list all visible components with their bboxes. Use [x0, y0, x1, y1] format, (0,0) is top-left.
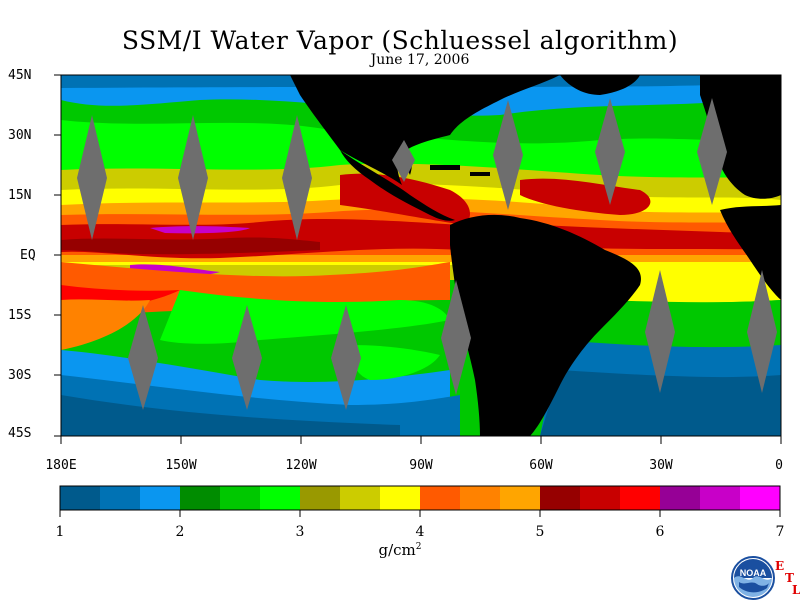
colorbar-swatch: [620, 486, 661, 510]
colorbar-swatch: [420, 486, 461, 510]
colorbar-swatch: [540, 486, 581, 510]
colorbar-label-2: 2: [175, 524, 185, 540]
map-title: SSM/I Water Vapor (Schluessel algorithm): [121, 26, 679, 55]
colorbar-swatch: [660, 486, 701, 510]
etl-letter-l: L: [792, 583, 800, 597]
colorbar-swatch: [260, 486, 301, 510]
swath-gaps: [77, 98, 777, 410]
colorbar-swatch: [300, 486, 341, 510]
etl-letter-e: E: [775, 559, 785, 573]
colorbar-swatch: [220, 486, 261, 510]
units-superscript: 2: [415, 542, 422, 552]
colorbar: [60, 486, 781, 510]
map-ticks: [54, 74, 782, 444]
lat-label-45n: 45N: [8, 68, 32, 83]
colorbar-label-3: 3: [295, 524, 305, 540]
lon-label-90w: 90W: [409, 458, 433, 473]
noaa-logo-icon: NOAA: [731, 556, 775, 600]
colorbar-swatch: [60, 486, 101, 510]
colorbar-label-4: 4: [415, 524, 425, 540]
map-date: June 17, 2006: [370, 52, 470, 68]
lat-label-30n: 30N: [8, 128, 32, 143]
colorbar-units: g/cm2: [378, 541, 421, 559]
noaa-logo-text: NOAA: [740, 568, 767, 578]
etl-letter-t: T: [785, 571, 794, 585]
lon-label-180e: 180E: [45, 458, 77, 473]
lat-label-30s: 30S: [8, 368, 32, 383]
colorbar-swatch: [380, 486, 421, 510]
colorbar-swatch: [140, 486, 181, 510]
colorbar-swatch: [100, 486, 141, 510]
colorbar-swatch: [740, 486, 781, 510]
colorbar-swatch: [580, 486, 621, 510]
colorbar-swatch: [340, 486, 381, 510]
lon-label-60w: 60W: [529, 458, 553, 473]
colorbar-label-7: 7: [775, 524, 785, 540]
lat-label-15n: 15N: [8, 188, 32, 203]
lon-label-30w: 30W: [649, 458, 673, 473]
map-field: [61, 75, 781, 436]
lat-label-15s: 15S: [8, 308, 32, 323]
colorbar-swatch: [460, 486, 501, 510]
colorbar-ticks: [59, 510, 781, 517]
units-text: g/cm: [378, 541, 416, 559]
lon-label-120w: 120W: [285, 458, 317, 473]
colorbar-swatch: [700, 486, 741, 510]
lat-label-eq: EQ: [20, 248, 36, 263]
lat-label-45s: 45S: [8, 426, 32, 441]
lon-label-150w: 150W: [165, 458, 197, 473]
colorbar-label-5: 5: [535, 524, 545, 540]
colorbar-label-6: 6: [655, 524, 665, 540]
colorbar-swatch: [500, 486, 541, 510]
colorbar-swatch: [180, 486, 221, 510]
lon-label-0: 0: [775, 458, 783, 473]
colorbar-label-1: 1: [55, 524, 65, 540]
